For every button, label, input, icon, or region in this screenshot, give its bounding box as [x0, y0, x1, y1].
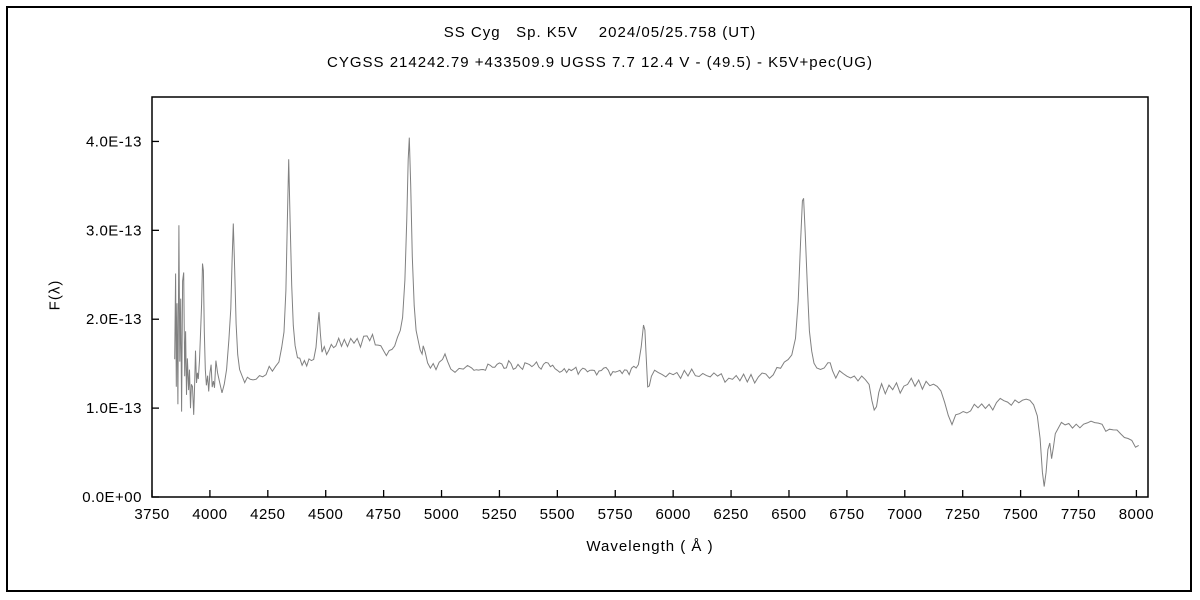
- x-tick-label: 7750: [1061, 506, 1096, 523]
- x-tick-label: 7500: [1003, 506, 1038, 523]
- x-tick-label: 5500: [540, 506, 575, 523]
- x-tick-label: 6750: [829, 506, 864, 523]
- x-tick-label: 8000: [1119, 506, 1154, 523]
- chart-subtitle: CYGSS 214242.79 +433509.9 UGSS 7.7 12.4 …: [327, 54, 873, 71]
- x-tick-label: 4500: [308, 506, 343, 523]
- x-axis-label: Wavelength ( Å ): [586, 538, 714, 555]
- x-tick-label: 4250: [250, 506, 285, 523]
- y-tick-label: 1.0E-13: [86, 400, 142, 417]
- y-tick-label: 3.0E-13: [86, 222, 142, 239]
- spectrum-line: [174, 137, 1139, 487]
- x-tick-label: 5250: [482, 506, 517, 523]
- y-tick-label: 0.0E+00: [82, 489, 142, 506]
- chart-title: SS Cyg Sp. K5V 2024/05/25.758 (UT): [443, 24, 757, 41]
- y-tick-label: 2.0E-13: [86, 311, 142, 328]
- y-tick-label: 4.0E-13: [86, 133, 142, 150]
- x-tick-label: 6250: [713, 506, 748, 523]
- x-tick-label: 7000: [887, 506, 922, 523]
- x-tick-label: 4000: [192, 506, 227, 523]
- x-tick-label: 6500: [771, 506, 806, 523]
- plot-border: [151, 96, 1149, 498]
- x-tick-label: 5000: [424, 506, 459, 523]
- x-tick-label: 7250: [945, 506, 980, 523]
- x-tick-label: 6000: [655, 506, 690, 523]
- x-tick-label: 5750: [598, 506, 633, 523]
- x-tick-label: 4750: [366, 506, 401, 523]
- x-tick-label: 3750: [134, 506, 169, 523]
